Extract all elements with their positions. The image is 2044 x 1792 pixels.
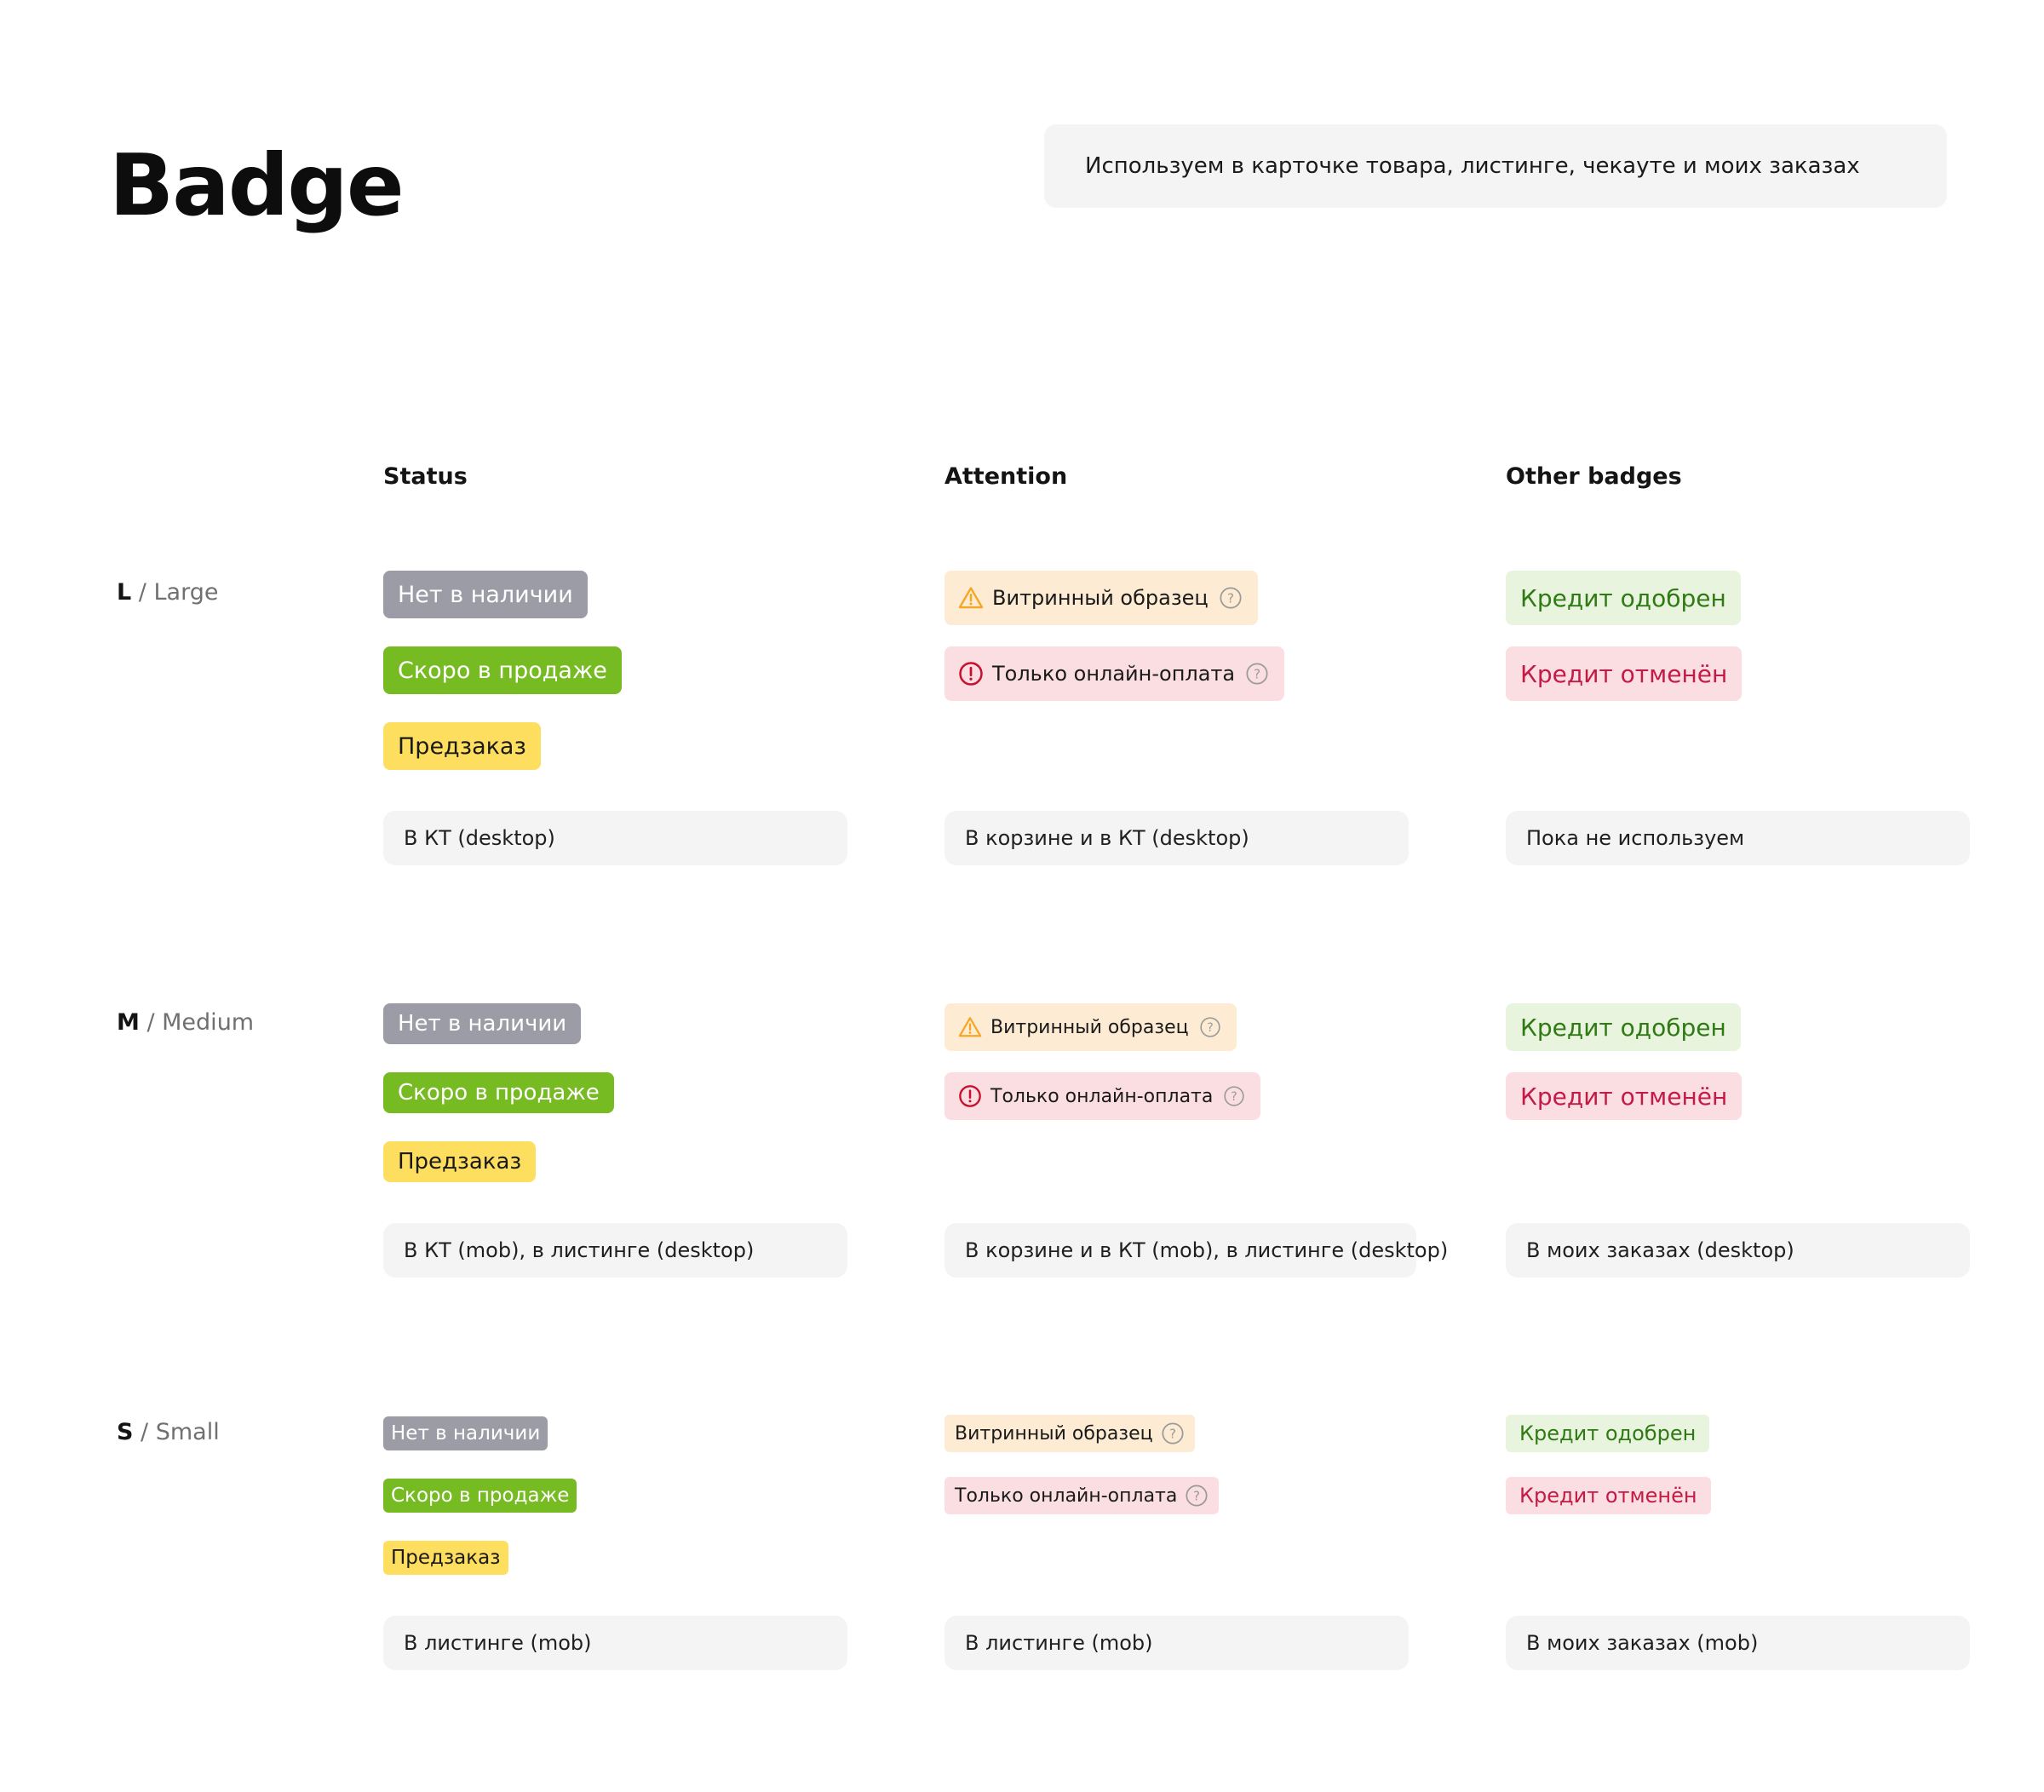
usage-status-medium: В КТ (mob), в листинге (desktop) <box>383 1223 847 1278</box>
badge-credit-approved-small: Кредит одобрен <box>1506 1415 1710 1452</box>
size-label-small: S / Small <box>117 1419 220 1445</box>
badge-showcase-sample-large: Витринный образец ? <box>944 571 1258 625</box>
usage-attention-medium: В корзине и в КТ (mob), в листинге (desk… <box>944 1223 1448 1278</box>
usage-other-medium: В моих заказах (desktop) <box>1506 1223 1970 1278</box>
badge-credit-cancelled-small: Кредит отменён <box>1506 1477 1711 1514</box>
question-circle-icon[interactable]: ? <box>1223 1085 1245 1107</box>
badge-credit-approved-medium: Кредит одобрен <box>1506 1003 1741 1051</box>
badge-text: Только онлайн-оплата <box>955 1485 1178 1507</box>
size-label-large: L / Large <box>117 579 219 606</box>
size-label-medium: M / Medium <box>117 1009 255 1036</box>
badge-showcase-sample-medium: Витринный образец ? <box>944 1003 1237 1051</box>
badge-out-of-stock-large: Нет в наличии <box>383 571 588 618</box>
badge-text: Витринный образец <box>992 586 1209 610</box>
badge-online-payment-only-large: Только онлайн-оплата ? <box>944 646 1285 701</box>
svg-text:?: ? <box>1227 590 1234 606</box>
badge-showcase-sample-small: Витринный образец ? <box>944 1415 1195 1452</box>
badge-coming-soon-medium: Скоро в продаже <box>383 1072 614 1113</box>
svg-text:?: ? <box>1232 1090 1237 1104</box>
question-circle-icon[interactable]: ? <box>1245 662 1269 686</box>
question-circle-icon[interactable]: ? <box>1161 1422 1185 1445</box>
badge-out-of-stock-medium: Нет в наличии <box>383 1003 582 1044</box>
badge-coming-soon-large: Скоро в продаже <box>383 646 622 694</box>
usage-status-small: В листинге (mob) <box>383 1616 847 1670</box>
svg-text:?: ? <box>1169 1426 1176 1441</box>
question-circle-icon[interactable]: ? <box>1199 1016 1221 1038</box>
badge-online-payment-only-medium: Только онлайн-оплата ? <box>944 1072 1261 1120</box>
badge-coming-soon-small: Скоро в продаже <box>383 1479 577 1513</box>
badge-credit-cancelled-medium: Кредит отменён <box>1506 1072 1743 1120</box>
badge-credit-approved-large: Кредит одобрен <box>1506 571 1741 625</box>
warning-triangle-icon <box>958 1015 982 1039</box>
size-name: Medium <box>162 1009 255 1036</box>
page-title: Badge <box>109 135 405 235</box>
badge-out-of-stock-small: Нет в наличии <box>383 1416 548 1450</box>
badge-credit-cancelled-large: Кредит отменён <box>1506 646 1743 701</box>
exclamation-circle-icon <box>958 1084 982 1108</box>
size-name: Small <box>155 1419 220 1445</box>
svg-text:?: ? <box>1193 1488 1200 1503</box>
warning-triangle-icon <box>958 585 984 611</box>
usage-attention-small: В листинге (mob) <box>944 1616 1409 1670</box>
badge-preorder-large: Предзаказ <box>383 722 541 770</box>
size-code: S <box>117 1419 134 1445</box>
badge-text: Только онлайн-оплата <box>990 1085 1214 1107</box>
column-header-attention: Attention <box>944 463 1068 490</box>
usage-note: Используем в карточке товара, листинге, … <box>1044 124 1947 208</box>
badge-text: Только онлайн-оплата <box>992 662 1236 686</box>
column-header-status: Status <box>383 463 468 490</box>
badge-text: Витринный образец <box>955 1422 1153 1445</box>
badge-text: Витринный образец <box>990 1016 1189 1038</box>
usage-other-large: Пока не используем <box>1506 811 1970 865</box>
size-name: Large <box>153 579 219 606</box>
question-circle-icon[interactable]: ? <box>1185 1484 1209 1508</box>
usage-attention-large: В корзине и в КТ (desktop) <box>944 811 1409 865</box>
usage-other-small: В моих заказах (mob) <box>1506 1616 1970 1670</box>
size-code: M <box>117 1009 140 1036</box>
exclamation-circle-icon <box>958 661 984 686</box>
badge-preorder-small: Предзаказ <box>383 1541 508 1575</box>
badge-preorder-medium: Предзаказ <box>383 1141 537 1182</box>
question-circle-icon[interactable]: ? <box>1219 586 1243 610</box>
size-code: L <box>117 579 132 606</box>
badge-online-payment-only-small: Только онлайн-оплата ? <box>944 1477 1220 1514</box>
usage-status-large: В КТ (desktop) <box>383 811 847 865</box>
column-header-other-badges: Other badges <box>1506 463 1682 490</box>
svg-text:?: ? <box>1254 666 1260 681</box>
svg-text:?: ? <box>1207 1021 1213 1035</box>
